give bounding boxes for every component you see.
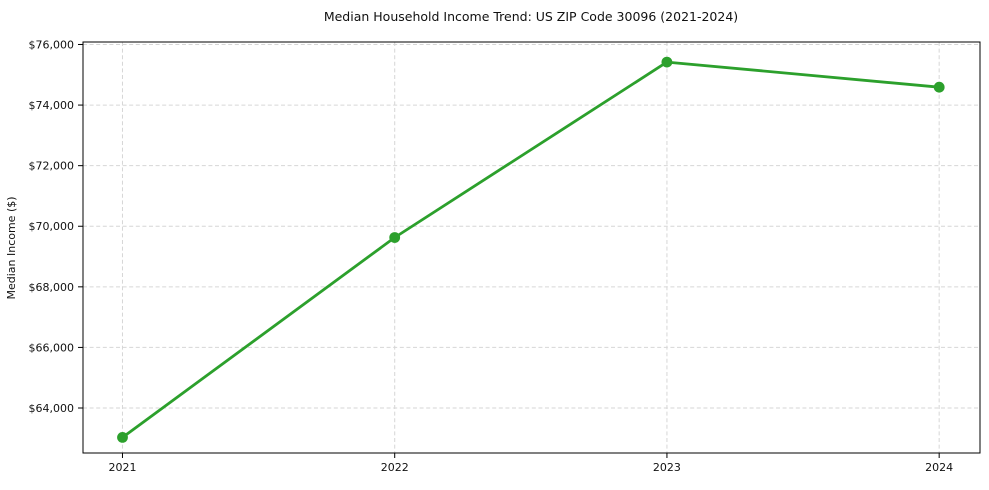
y-axis-label: Median Income ($) [5, 196, 18, 299]
income-trend-line [121, 60, 941, 439]
y-tick-label: $70,000 [29, 220, 75, 233]
data-point-2021 [117, 432, 128, 443]
data-point-2022 [389, 232, 401, 243]
x-tick-label: 2021 [108, 461, 136, 474]
y-tick-label: $64,000 [29, 402, 75, 415]
plot-border [82, 41, 981, 454]
y-tick-label: $72,000 [29, 160, 75, 173]
gridlines [83, 42, 980, 453]
y-tick-label: $66,000 [29, 341, 75, 354]
chart-title: Median Household Income Trend: US ZIP Co… [324, 9, 738, 24]
y-tick-label: $76,000 [29, 38, 75, 51]
series-group [117, 56, 945, 443]
axis-ticks: $64,000 $66,000 $68,000 $70,000 $72,000 $74,0… [29, 38, 954, 474]
data-point-2024 [933, 81, 945, 93]
x-tick-label: 2023 [653, 461, 681, 474]
x-tick-label: 2022 [381, 461, 409, 474]
x-tick-label: 2024 [925, 461, 953, 474]
y-tick-label: $68,000 [29, 281, 75, 294]
y-tick-label: $74,000 [29, 99, 75, 112]
data-point-2023 [661, 56, 673, 68]
